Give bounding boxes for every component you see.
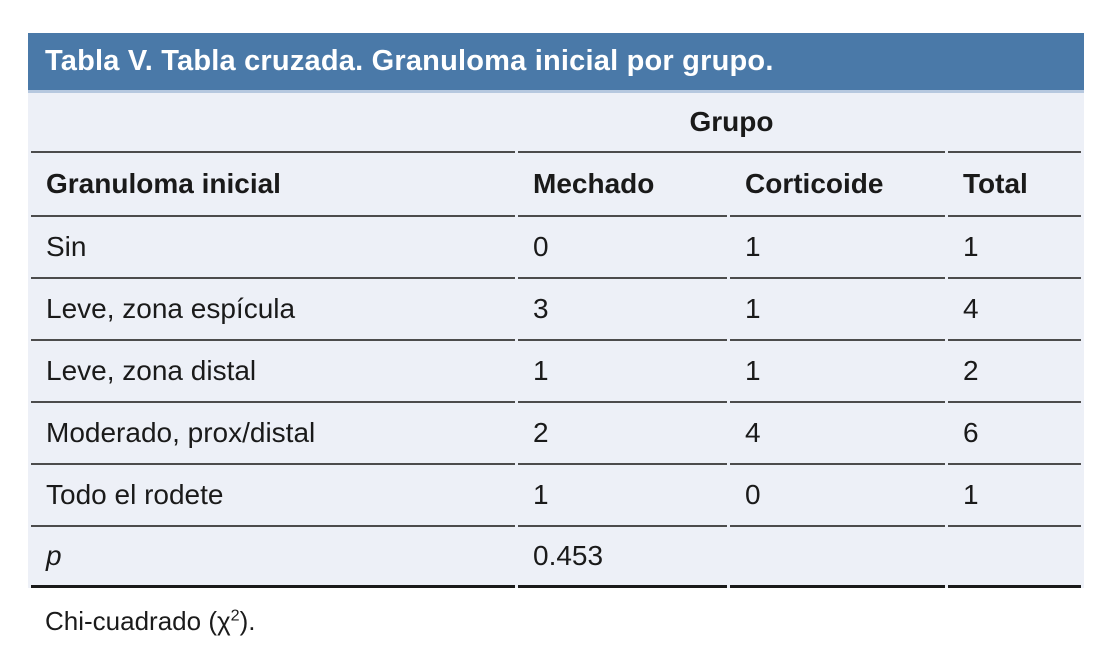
row-label: Sin [31,217,515,279]
group-header-row: Grupo [31,93,1081,153]
empty-cell [948,527,1081,588]
cell-mechado: 0 [518,217,727,279]
footnote: Chi-cuadrado (χ2). [45,606,255,637]
row-label: Moderado, prox/distal [31,403,515,465]
column-header-granuloma: Granuloma inicial [31,153,515,217]
footnote-superscript: 2 [230,606,240,625]
cell-total: 1 [948,217,1081,279]
column-header-corticoide: Corticoide [730,153,945,217]
cell-mechado: 3 [518,279,727,341]
column-header-mechado: Mechado [518,153,727,217]
row-label: Todo el rodete [31,465,515,527]
empty-cell [948,93,1081,153]
table-row-leve-distal: Leve, zona distal 1 1 2 [31,341,1081,403]
p-value: 0.453 [518,527,727,588]
table-title: Tabla V. Tabla cruzada. Granuloma inicia… [45,45,774,77]
table-title-bar: Tabla V. Tabla cruzada. Granuloma inicia… [28,33,1084,93]
cell-corticoide: 0 [730,465,945,527]
cell-total: 1 [948,465,1081,527]
table-card: Tabla V. Tabla cruzada. Granuloma inicia… [28,33,1084,588]
cell-total: 4 [948,279,1081,341]
cell-mechado: 1 [518,465,727,527]
table-row-leve-espicula: Leve, zona espícula 3 1 4 [31,279,1081,341]
cell-mechado: 2 [518,403,727,465]
cell-corticoide: 1 [730,217,945,279]
cell-corticoide: 1 [730,279,945,341]
row-label: Leve, zona espícula [31,279,515,341]
p-label: p [31,527,515,588]
table-row-moderado: Moderado, prox/distal 2 4 6 [31,403,1081,465]
crosstab-table: Grupo Granuloma inicial Mechado Corticoi… [28,93,1084,588]
empty-cell [31,93,515,153]
cell-mechado: 1 [518,341,727,403]
cell-total: 6 [948,403,1081,465]
cell-corticoide: 4 [730,403,945,465]
column-header-row: Granuloma inicial Mechado Corticoide Tot… [31,153,1081,217]
footnote-suffix: ). [239,606,256,636]
group-header-cell: Grupo [518,93,945,153]
empty-cell [730,527,945,588]
p-value-row: p 0.453 [31,527,1081,588]
column-header-total: Total [948,153,1081,217]
table-row-todo-rodete: Todo el rodete 1 0 1 [31,465,1081,527]
cell-total: 2 [948,341,1081,403]
row-label: Leve, zona distal [31,341,515,403]
table-row-sin: Sin 0 1 1 [31,217,1081,279]
cell-corticoide: 1 [730,341,945,403]
footnote-text: Chi-cuadrado (χ [45,606,231,636]
